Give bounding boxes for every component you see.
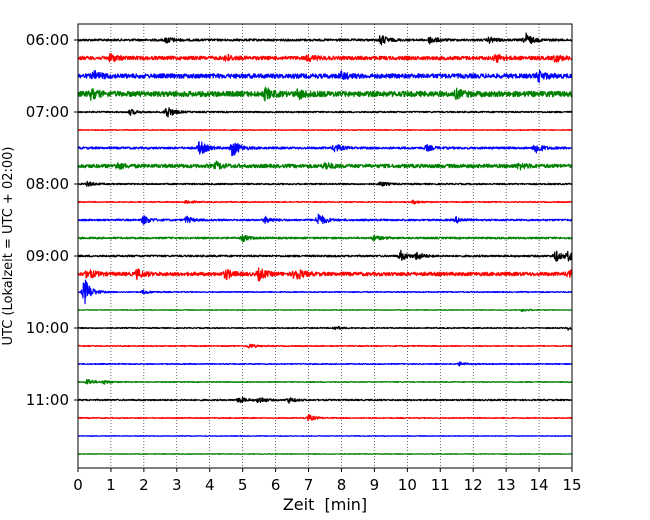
- x-tick-label: 3: [172, 476, 182, 494]
- x-tick-label: 1: [106, 476, 116, 494]
- y-tick-label: 08:00: [26, 175, 69, 193]
- x-tick-label: 10: [398, 476, 417, 494]
- x-tick-label: 7: [304, 476, 314, 494]
- y-axis-ticks: 06:00 07:00 08:00 09:00 10:00 11:00: [26, 31, 78, 409]
- x-tick-label: 6: [271, 476, 281, 494]
- plot-frame: [77, 23, 573, 469]
- y-tick-label: 06:00: [26, 31, 69, 49]
- x-tick-label: 0: [73, 476, 83, 494]
- seismic-trace: [78, 141, 572, 157]
- x-tick-label: 8: [337, 476, 347, 494]
- x-tick-label: 15: [562, 476, 581, 494]
- y-tick-label: 07:00: [26, 103, 69, 121]
- x-tick-label: 14: [530, 476, 549, 494]
- y-tick-label: 11:00: [26, 391, 69, 409]
- grid-lines: [110, 24, 540, 468]
- seismic-trace: [78, 396, 572, 404]
- x-tick-label: 11: [431, 476, 450, 494]
- seismic-trace: [78, 52, 572, 63]
- seismic-trace: [78, 453, 572, 455]
- x-tick-label: 9: [370, 476, 380, 494]
- y-axis-label: UTC (Lokalzeit = UTC + 02:00): [1, 147, 16, 346]
- x-tick-label: 4: [205, 476, 215, 494]
- x-tick-label: 5: [238, 476, 248, 494]
- x-tick-label: 12: [464, 476, 483, 494]
- seismic-trace: [78, 414, 572, 422]
- seismic-trace: [78, 267, 572, 282]
- seismic-trace: [78, 249, 572, 262]
- seismic-trace: [78, 180, 572, 187]
- seismic-trace: [78, 378, 572, 385]
- seismic-trace: [78, 361, 572, 367]
- seismic-trace: [78, 435, 572, 437]
- seismic-trace: [78, 86, 572, 102]
- seismic-trace: [78, 69, 572, 84]
- seismic-trace: [78, 325, 572, 331]
- seismic-trace: [78, 160, 572, 171]
- seismic-trace: [78, 213, 572, 225]
- y-tick-label: 09:00: [26, 247, 69, 265]
- seismic-trace: [78, 199, 572, 205]
- x-axis-ticks: 0 1 2 3 4 5 6 7 8 9 10 11 12 13 14 15: [73, 468, 582, 494]
- seismic-traces: [78, 32, 572, 455]
- seismic-trace: [78, 107, 572, 118]
- seismic-trace: [78, 234, 572, 243]
- seismic-trace: [78, 308, 572, 312]
- x-axis-label: Zeit [min]: [283, 495, 367, 514]
- seismic-trace: [78, 279, 572, 305]
- seismic-trace: [78, 343, 572, 349]
- seismic-trace: [78, 128, 572, 132]
- seismic-trace: [78, 32, 572, 46]
- y-tick-label: 10:00: [26, 319, 69, 337]
- x-tick-label: 13: [497, 476, 516, 494]
- x-tick-label: 2: [139, 476, 149, 494]
